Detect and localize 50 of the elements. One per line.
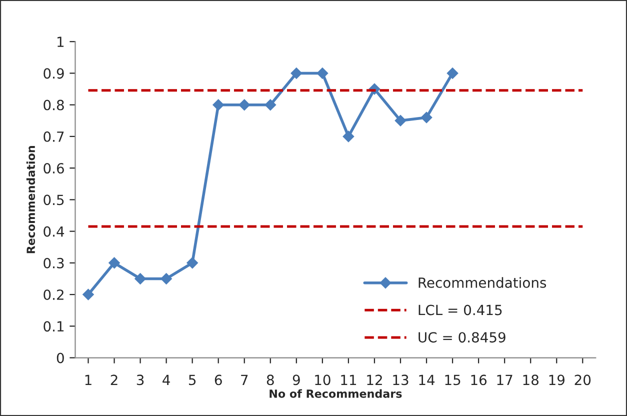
point — [264, 99, 276, 110]
y-tick-label: 0.5 — [44, 194, 64, 206]
x-tick-label: 9 — [292, 374, 300, 386]
x-tick-label: 15 — [445, 374, 460, 386]
y-tick-label: 1 — [58, 36, 64, 47]
point — [186, 257, 198, 269]
x-tick-label: 16 — [471, 374, 487, 386]
y-tick-label: 0.3 — [44, 258, 64, 268]
point — [160, 273, 172, 284]
x-tick-label: 6 — [214, 374, 222, 386]
point — [238, 99, 250, 110]
point — [342, 130, 354, 142]
point — [394, 115, 406, 126]
x-tick-label: 7 — [241, 374, 248, 385]
point — [290, 68, 302, 79]
point — [446, 68, 458, 79]
x-tick-label: 10 — [315, 374, 330, 386]
point — [108, 257, 120, 269]
x-tick-label: 17 — [497, 374, 512, 385]
x-axis-title: No of Recommendars — [270, 389, 402, 398]
point — [82, 288, 94, 300]
x-tick-label: 3 — [136, 374, 144, 386]
y-tick-label: 0.4 — [44, 226, 64, 237]
point — [212, 99, 224, 110]
x-tick-label: 14 — [419, 374, 435, 385]
x-tick-label: 4 — [162, 374, 170, 385]
y-tick-label: 0.7 — [44, 131, 64, 142]
x-tick-label: 8 — [266, 374, 274, 386]
legend-label: LCL = 0.415 — [418, 304, 502, 316]
y-tick-label: 0.8 — [44, 100, 64, 110]
y-tick-label: 0.9 — [44, 68, 64, 79]
legend-label: Recommendations — [418, 277, 546, 288]
point — [316, 68, 328, 79]
point — [420, 112, 432, 124]
x-tick-label: 5 — [188, 374, 196, 386]
x-tick-label: 13 — [393, 374, 408, 386]
y-tick-label: 0.2 — [44, 289, 64, 300]
x-tick-label: 2 — [110, 374, 118, 385]
x-tick-label: 12 — [367, 374, 382, 385]
y-axis-title: Recommendation — [26, 146, 36, 254]
y-tick-label: 0.6 — [44, 163, 64, 174]
point — [134, 273, 146, 284]
y-tick-label: 0.1 — [44, 321, 64, 332]
y-tick-label: 0 — [56, 352, 64, 364]
x-tick-label: 20 — [574, 374, 591, 386]
x-tick-label: 19 — [549, 374, 564, 386]
x-tick-label: 11 — [341, 374, 356, 385]
x-tick-label: 18 — [523, 374, 538, 386]
x-tick-label: 1 — [85, 374, 92, 385]
legend-label: UC = 0.8459 — [418, 332, 506, 343]
